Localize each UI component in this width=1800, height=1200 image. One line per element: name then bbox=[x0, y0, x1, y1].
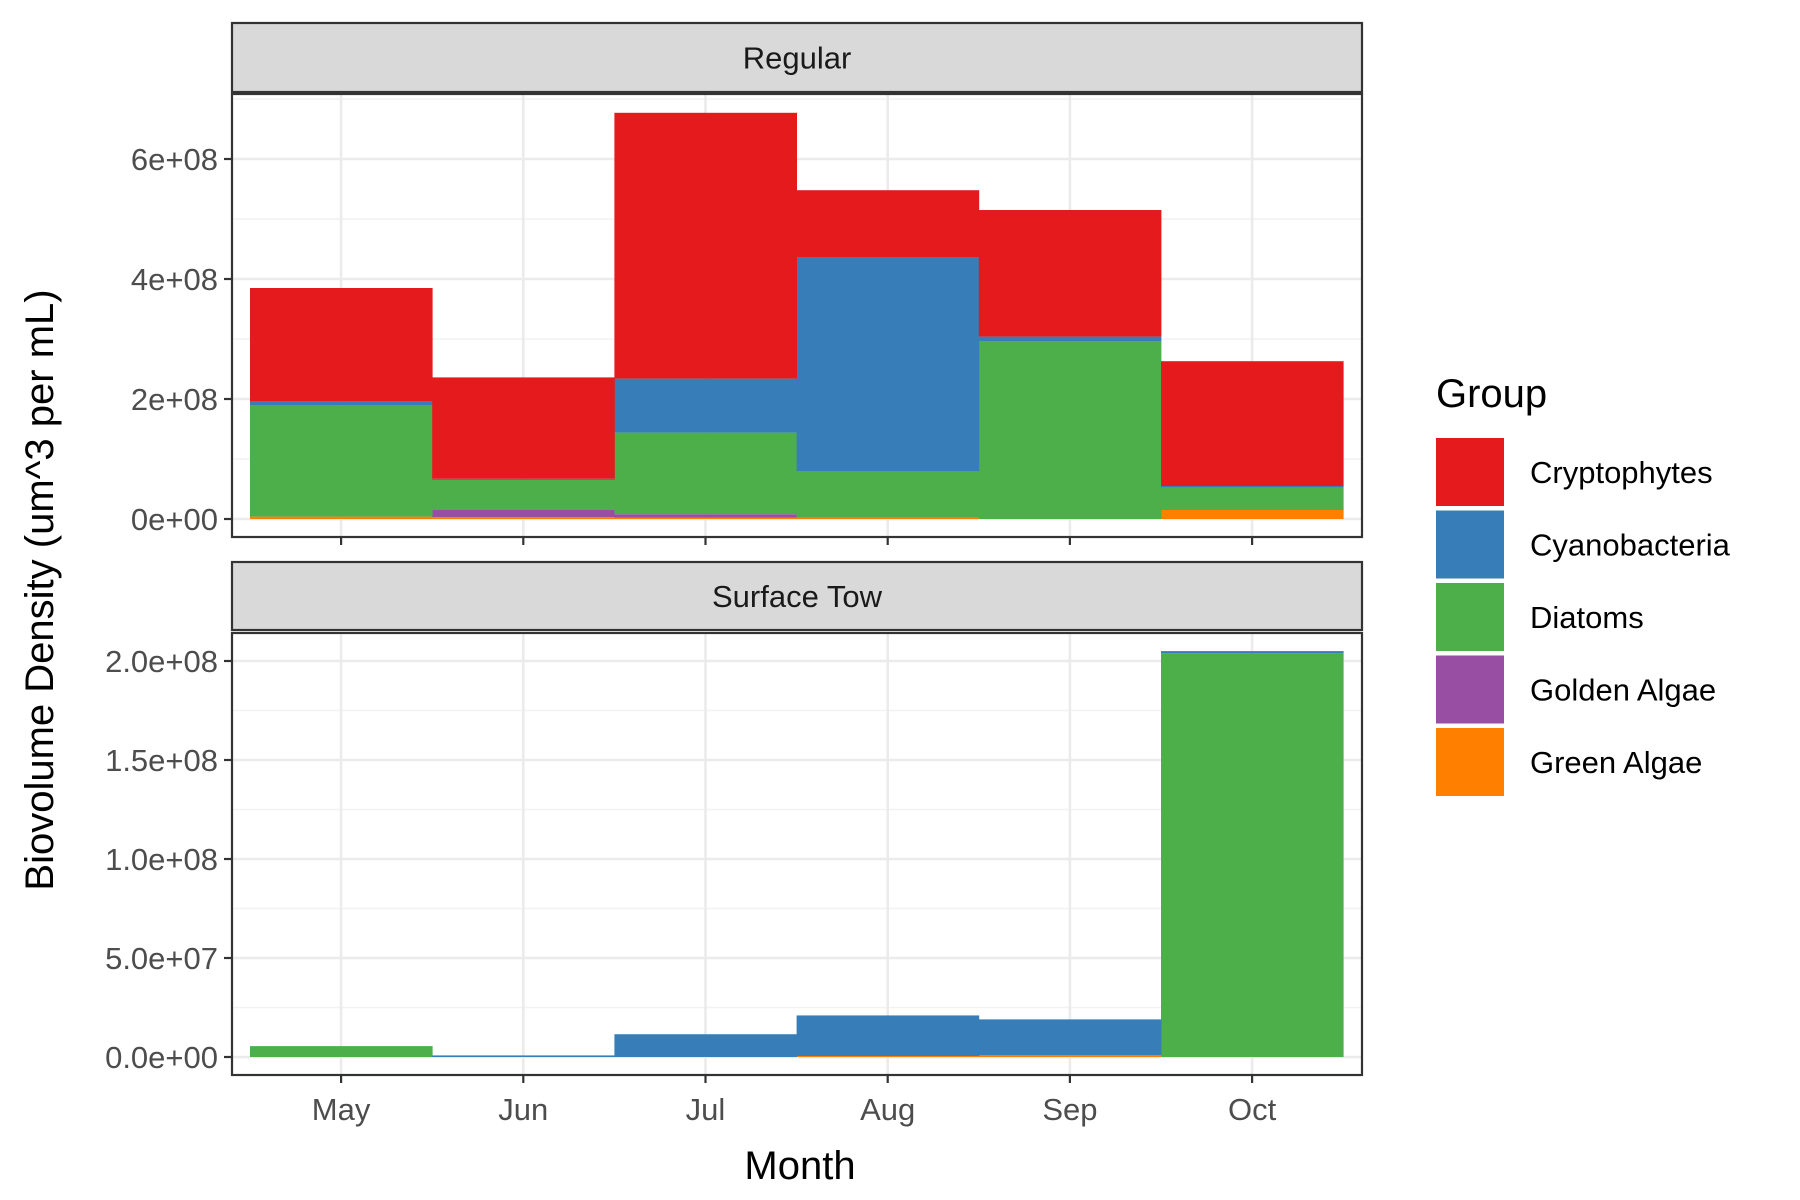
bar-green-algae-sep bbox=[978, 1055, 1162, 1057]
facet-strip bbox=[230, 560, 1364, 632]
bar-golden-algae-jun bbox=[432, 510, 615, 518]
y-tick-label: 1.0e+08 bbox=[105, 842, 218, 877]
bar-cryptophytes-jul bbox=[614, 112, 797, 379]
bar-cyanobacteria-sep bbox=[978, 336, 1162, 342]
bar-green-algae-may bbox=[250, 516, 433, 519]
legend-item-green-algae: Green Algae bbox=[1436, 728, 1702, 796]
legend-item-diatoms: Diatoms bbox=[1436, 583, 1644, 651]
legend-swatch bbox=[1436, 655, 1504, 724]
bar-diatoms-jun bbox=[432, 480, 615, 510]
facet-strip-label: Surface Tow bbox=[712, 579, 883, 614]
legend-swatch bbox=[1436, 510, 1504, 579]
bar-cyanobacteria-aug bbox=[796, 1015, 980, 1057]
y-tick-label: 2e+08 bbox=[131, 382, 218, 417]
legend-item-cryptophytes: Cryptophytes bbox=[1436, 438, 1713, 506]
legend-label: Cryptophytes bbox=[1530, 455, 1713, 490]
x-tick-label-jun: Jun bbox=[498, 1092, 548, 1127]
y-axis-title: Biovolume Density (um^3 per mL) bbox=[18, 289, 62, 890]
legend-item-golden-algae: Golden Algae bbox=[1436, 655, 1716, 724]
bar-cyanobacteria-jul bbox=[614, 1034, 797, 1057]
bar-diatoms-oct bbox=[1161, 653, 1344, 1057]
legend-swatch bbox=[1436, 438, 1504, 506]
y-tick-label: 0e+00 bbox=[131, 502, 218, 537]
y-tick-label: 2.0e+08 bbox=[105, 644, 218, 679]
legend-label: Cyanobacteria bbox=[1530, 528, 1731, 563]
panel-border bbox=[230, 631, 1364, 1077]
bar-diatoms-sep bbox=[978, 341, 1162, 519]
legend-item-cyanobacteria: Cyanobacteria bbox=[1436, 510, 1731, 579]
bar-cyanobacteria-aug bbox=[796, 257, 980, 471]
facet-panel-surface-tow: Surface Tow 0.0e+00 5.0e+07 1.0e+08 1.5e+08 2… bbox=[105, 560, 1364, 1127]
bar-diatoms-oct bbox=[1161, 487, 1344, 510]
bar-cyanobacteria-may bbox=[250, 401, 433, 405]
legend-title: Group bbox=[1436, 372, 1547, 416]
bar-cyanobacteria-oct bbox=[1161, 651, 1344, 654]
x-tick-label-sep: Sep bbox=[1042, 1092, 1097, 1127]
bar-green-algae-jun bbox=[432, 517, 615, 519]
bar-cryptophytes-oct bbox=[1161, 361, 1344, 486]
legend-label: Golden Algae bbox=[1530, 673, 1716, 708]
x-tick-label-oct: Oct bbox=[1228, 1092, 1277, 1127]
legend-swatch bbox=[1436, 728, 1504, 796]
bar-diatoms-jul bbox=[614, 432, 797, 515]
y-tick-label: 5.0e+07 bbox=[105, 941, 218, 976]
legend-label: Diatoms bbox=[1530, 600, 1644, 635]
bar-golden-algae-jul bbox=[614, 514, 797, 518]
y-tick-label: 1.5e+08 bbox=[105, 743, 218, 778]
panel-border bbox=[230, 92, 1364, 539]
bar-green-algae-aug bbox=[796, 517, 980, 519]
bar-cryptophytes-aug bbox=[796, 190, 980, 258]
bar-diatoms-aug bbox=[796, 471, 980, 518]
legend: Group Cryptophytes Cyanobacteria Diatoms Gol… bbox=[1436, 372, 1731, 796]
bar-green-algae-jul bbox=[614, 517, 797, 519]
x-tick-label-may: May bbox=[312, 1092, 371, 1127]
bar-green-algae-aug bbox=[796, 1056, 980, 1057]
bar-cyanobacteria-oct bbox=[1161, 486, 1344, 488]
bar-green-algae-oct bbox=[1161, 510, 1344, 519]
bar-cryptophytes-jun bbox=[432, 377, 615, 479]
bar-cyanobacteria-jun bbox=[432, 478, 615, 480]
bar-cryptophytes-sep bbox=[978, 210, 1162, 337]
y-tick-label: 0.0e+00 bbox=[105, 1040, 218, 1075]
y-tick-label: 6e+08 bbox=[131, 142, 218, 177]
bar-cyanobacteria-jul bbox=[614, 378, 797, 433]
x-tick-label-aug: Aug bbox=[860, 1092, 915, 1127]
x-axis-title: Month bbox=[744, 1144, 855, 1188]
bar-cryptophytes-may bbox=[250, 288, 433, 402]
legend-swatch bbox=[1436, 583, 1504, 651]
bar-cyanobacteria-sep bbox=[978, 1019, 1162, 1056]
bar-diatoms-may bbox=[250, 405, 433, 517]
y-tick-label: 4e+08 bbox=[131, 262, 218, 297]
facet-strip bbox=[230, 21, 1364, 94]
bar-cyanobacteria-jun bbox=[432, 1055, 615, 1057]
x-tick-label-jul: Jul bbox=[686, 1092, 726, 1127]
facet-panel-regular: Regular 0e+00 2e+08 4e+08 6e+08 bbox=[131, 21, 1364, 545]
panels-layer: Regular 0e+00 2e+08 4e+08 6e+08 Surface Tow 0.… bbox=[105, 21, 1364, 1127]
legend-label: Green Algae bbox=[1530, 745, 1702, 780]
bar-diatoms-may bbox=[250, 1046, 433, 1057]
facet-strip-label: Regular bbox=[743, 41, 852, 76]
